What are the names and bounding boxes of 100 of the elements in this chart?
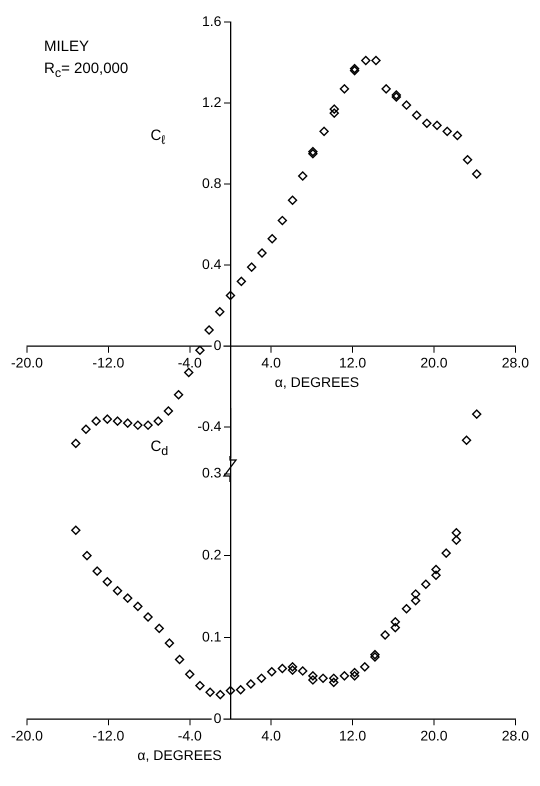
point	[410, 596, 420, 606]
y-tick-label: 0	[214, 337, 222, 354]
point	[71, 438, 80, 448]
x-tick-label: -12.0	[92, 354, 125, 370]
point	[412, 110, 422, 120]
point	[81, 424, 91, 434]
point	[288, 662, 298, 672]
x-tick-label: -20.0	[10, 354, 44, 370]
point	[431, 564, 441, 574]
point	[143, 612, 153, 622]
point	[246, 262, 256, 272]
point	[267, 234, 277, 244]
x-tick-label: 12.0	[338, 727, 366, 744]
point	[246, 679, 256, 689]
point	[112, 586, 122, 596]
point	[154, 624, 164, 634]
y-tick-label: 0.8	[202, 174, 222, 191]
y-tick-label: -0.4	[197, 418, 222, 434]
x-tick-label: 20.0	[420, 727, 448, 744]
point	[472, 169, 482, 179]
y-axis-title: C$_{ℓ}$	[150, 126, 166, 147]
point	[215, 307, 224, 316]
point	[371, 56, 381, 66]
x-axis-title: α, DEGREES	[274, 374, 360, 390]
point	[329, 678, 338, 688]
point	[204, 325, 214, 335]
x-tick-label: 20.0	[420, 354, 448, 370]
point	[370, 650, 380, 660]
point	[133, 602, 143, 612]
point	[154, 416, 163, 426]
point	[82, 550, 92, 560]
point	[361, 56, 370, 66]
point	[319, 126, 329, 136]
point	[402, 100, 412, 110]
point	[236, 685, 246, 694]
point	[350, 668, 360, 678]
point	[236, 276, 246, 286]
y-tick-label: 0.1	[202, 628, 222, 644]
x-tick-label: 28.0	[502, 727, 530, 744]
point	[143, 420, 153, 430]
point	[288, 665, 298, 675]
point	[442, 126, 452, 136]
point	[133, 420, 143, 430]
point	[380, 630, 390, 640]
point	[278, 664, 288, 674]
point	[422, 118, 432, 128]
point	[164, 406, 174, 416]
point	[257, 248, 267, 258]
point	[267, 667, 276, 676]
point	[174, 654, 184, 664]
point	[102, 577, 112, 586]
point	[102, 414, 112, 424]
x-tick-label: 4.0	[261, 727, 282, 744]
point	[256, 674, 266, 684]
y-tick-label: 1.2	[202, 94, 222, 110]
point	[441, 548, 451, 558]
point	[184, 368, 194, 378]
x-tick-label: -12.0	[92, 727, 125, 744]
point	[92, 566, 102, 576]
point	[360, 662, 370, 672]
point	[308, 675, 318, 685]
y-tick-label: 0.3	[202, 464, 222, 481]
point	[122, 593, 132, 603]
point	[122, 418, 132, 428]
point	[421, 580, 431, 589]
y-axis-title: C$_{d}$	[150, 438, 168, 458]
point	[195, 680, 205, 690]
point	[226, 686, 236, 696]
point	[432, 120, 442, 130]
point	[329, 674, 338, 684]
point	[452, 535, 462, 545]
point	[298, 171, 308, 181]
point	[370, 652, 380, 662]
point	[308, 671, 318, 681]
point	[164, 638, 174, 648]
point	[195, 346, 205, 355]
point	[340, 671, 350, 681]
point	[216, 690, 225, 700]
point	[410, 589, 420, 599]
x-tick-label: -4.0	[178, 727, 202, 744]
point	[340, 84, 350, 94]
point	[402, 604, 412, 614]
annotation: R$_{c}$= 200,000	[44, 60, 128, 80]
point	[462, 436, 472, 445]
y-tick-label: 0.4	[202, 256, 222, 272]
point	[330, 104, 339, 114]
point	[350, 671, 360, 681]
point	[174, 390, 184, 400]
annotation: MILEY	[44, 38, 90, 55]
point	[462, 155, 472, 164]
y-tick-label: 0.2	[202, 546, 222, 562]
point	[390, 622, 400, 632]
point	[185, 670, 194, 679]
point	[452, 528, 462, 538]
point	[381, 84, 391, 94]
x-axis-title: α, DEGREES	[137, 747, 222, 764]
point	[330, 108, 339, 118]
x-tick-label: 28.0	[502, 354, 530, 370]
point	[288, 196, 298, 205]
x-tick-label: -4.0	[178, 354, 202, 370]
